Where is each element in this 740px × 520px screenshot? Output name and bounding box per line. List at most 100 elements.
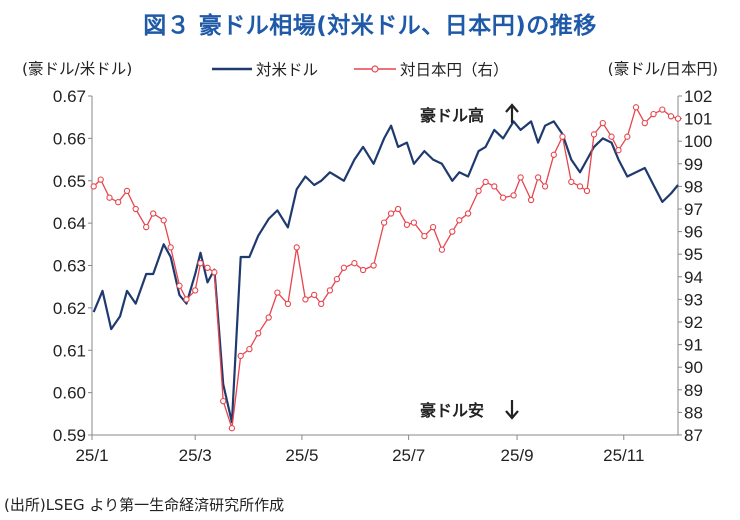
data-point (359, 266, 367, 274)
right-tick-label: 102 (684, 87, 712, 106)
series-line (93, 106, 679, 429)
data-point (541, 183, 549, 190)
x-axis-ticks: 25/1 25/3 25/5 25/7 25/9 25/11 (75, 435, 644, 465)
data-point (90, 183, 97, 190)
data-point (97, 176, 104, 183)
data-point (197, 260, 204, 267)
series-jpy (90, 104, 682, 432)
data-point (534, 174, 542, 181)
data-point (176, 282, 183, 289)
series-layer (90, 104, 682, 432)
data-point (550, 151, 557, 158)
data-point (380, 219, 388, 226)
data-point (167, 244, 174, 251)
data-point (568, 178, 575, 186)
series-line (92, 120, 679, 424)
data-point (228, 425, 236, 432)
data-point (143, 223, 150, 231)
legend-label-usd: 対米ドル (256, 61, 318, 79)
left-axis-ticks: 0.59 0.60 0.61 0.62 0.63 0.64 0.65 0.66 0.67 (53, 87, 92, 445)
data-point (429, 223, 437, 231)
annotation-high-label: 豪ドル高 (420, 106, 484, 125)
data-point (615, 147, 622, 154)
data-point (641, 119, 648, 127)
data-point (482, 178, 489, 186)
left-tick-label: 0.59 (53, 426, 86, 445)
data-point (237, 352, 244, 360)
data-point (421, 232, 428, 240)
right-tick-label: 98 (684, 177, 703, 196)
left-tick-label: 0.67 (53, 87, 86, 106)
right-tick-label: 97 (684, 200, 703, 219)
data-point (340, 264, 348, 271)
data-point (318, 300, 325, 308)
data-point (599, 119, 606, 127)
data-point (410, 219, 418, 226)
data-point (220, 397, 227, 405)
legend-marker-jpy (371, 65, 379, 73)
right-tick-label: 89 (684, 381, 703, 400)
data-point (333, 275, 341, 283)
data-point (204, 264, 211, 271)
data-point (456, 217, 463, 224)
data-point (475, 187, 482, 195)
annotation-low-label: 豪ドル安 (420, 401, 484, 420)
series-usd (92, 120, 679, 424)
right-tick-label: 99 (684, 155, 703, 174)
data-point (624, 133, 631, 140)
left-axis-unit: (豪ドル/米ドル) (22, 59, 132, 78)
annotation-high: 豪ドル高 (420, 103, 519, 125)
data-point (403, 221, 411, 228)
right-tick-label: 100 (684, 132, 712, 151)
source-note: (出所)LSEG より第一生命経済研究所作成 (4, 496, 285, 514)
legend-label-jpy: 対日本円（右） (400, 61, 509, 79)
data-point (265, 314, 272, 321)
data-point (311, 291, 318, 299)
data-point (491, 183, 498, 190)
data-point (274, 289, 281, 296)
right-tick-label: 87 (684, 426, 703, 445)
x-tick-label: 25/11 (603, 446, 644, 465)
data-point (387, 210, 395, 217)
page-title: 図３ 豪ドル相場(対米ドル、日本円)の推移 (143, 13, 597, 39)
data-point (499, 194, 507, 201)
left-tick-label: 0.66 (53, 129, 86, 148)
data-point (246, 345, 253, 353)
data-point (106, 194, 113, 201)
data-point (449, 228, 456, 235)
data-point (183, 296, 190, 303)
data-point (659, 106, 666, 113)
data-point (632, 104, 640, 111)
x-tick-label: 25/7 (392, 446, 425, 465)
right-tick-label: 94 (684, 268, 703, 287)
x-tick-label: 25/5 (285, 446, 318, 465)
right-axis-ticks: 87 88 89 90 91 92 93 94 95 96 97 98 99 100 101 102 (678, 87, 712, 445)
right-tick-label: 91 (684, 336, 703, 355)
data-point (150, 210, 157, 217)
data-point (583, 187, 591, 195)
arrow-down-icon (505, 400, 519, 420)
data-point (510, 192, 517, 199)
right-tick-label: 101 (684, 110, 712, 129)
data-point (527, 196, 535, 204)
data-point (351, 260, 358, 267)
data-point (132, 205, 139, 213)
right-tick-label: 95 (684, 245, 703, 264)
right-tick-label: 88 (684, 403, 703, 422)
left-tick-label: 0.64 (53, 214, 86, 233)
data-point (160, 217, 167, 224)
right-tick-label: 96 (684, 223, 703, 242)
data-point (211, 269, 218, 276)
x-tick-label: 25/9 (501, 446, 534, 465)
data-point (590, 131, 598, 138)
data-point (464, 210, 472, 217)
data-point (650, 110, 657, 118)
data-point (370, 262, 377, 269)
x-tick-label: 25/1 (75, 446, 108, 465)
right-tick-label: 92 (684, 313, 703, 332)
data-point (123, 187, 131, 195)
left-tick-label: 0.60 (53, 384, 86, 403)
legend: 対米ドル 対日本円（右） (212, 61, 509, 79)
data-point (674, 115, 682, 122)
